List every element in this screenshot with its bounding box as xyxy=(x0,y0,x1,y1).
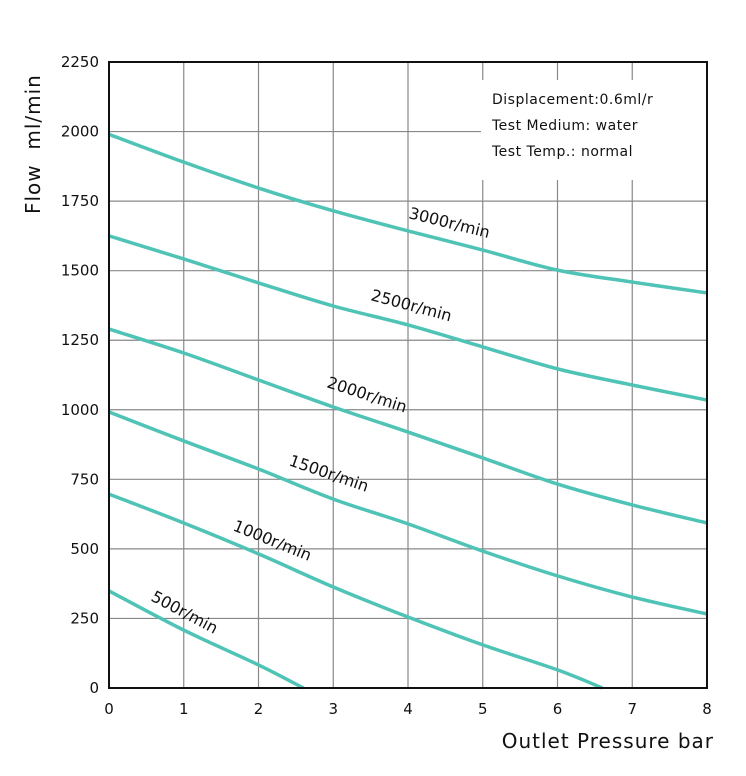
x-tick-label: 6 xyxy=(553,700,563,718)
x-tick-label: 5 xyxy=(478,700,488,718)
series-line-500r-min xyxy=(108,589,305,690)
y-tick-label: 750 xyxy=(70,470,99,488)
annotation-displacement: Displacement:0.6ml/r xyxy=(492,92,653,108)
y-tick-label: 0 xyxy=(89,679,99,697)
y-tick-label: 1750 xyxy=(61,192,99,210)
y-tick-label: 1250 xyxy=(61,331,99,349)
series-label: 1000r/min xyxy=(231,516,315,565)
y-tick-label: 2250 xyxy=(61,53,99,71)
y-tick-label: 250 xyxy=(70,609,99,627)
series-line-1000r-min xyxy=(108,492,604,690)
annotation-box xyxy=(481,80,707,180)
x-tick-label: 3 xyxy=(328,700,338,718)
y-tick-label: 1000 xyxy=(61,401,99,419)
annotation-medium: Test Medium: water xyxy=(491,118,638,134)
series-label: 1500r/min xyxy=(287,451,372,496)
y-tick-label: 1500 xyxy=(61,262,99,280)
x-tick-label: 0 xyxy=(104,700,114,718)
x-axis-label: Outlet Pressure bar xyxy=(502,729,714,753)
x-tick-label: 4 xyxy=(403,700,413,718)
plot-frame xyxy=(108,61,708,689)
y-tick-label: 500 xyxy=(70,540,99,558)
y-axis-label: Flow ml/min xyxy=(21,74,45,214)
x-tick-label: 1 xyxy=(179,700,189,718)
y-tick-label: 2000 xyxy=(61,123,99,141)
x-tick-label: 7 xyxy=(627,700,637,718)
series-label: 3000r/min xyxy=(407,203,492,241)
x-tick-label: 8 xyxy=(702,700,712,718)
annotation-temp: Test Temp.: normal xyxy=(491,144,633,160)
x-tick-label: 2 xyxy=(254,700,264,718)
